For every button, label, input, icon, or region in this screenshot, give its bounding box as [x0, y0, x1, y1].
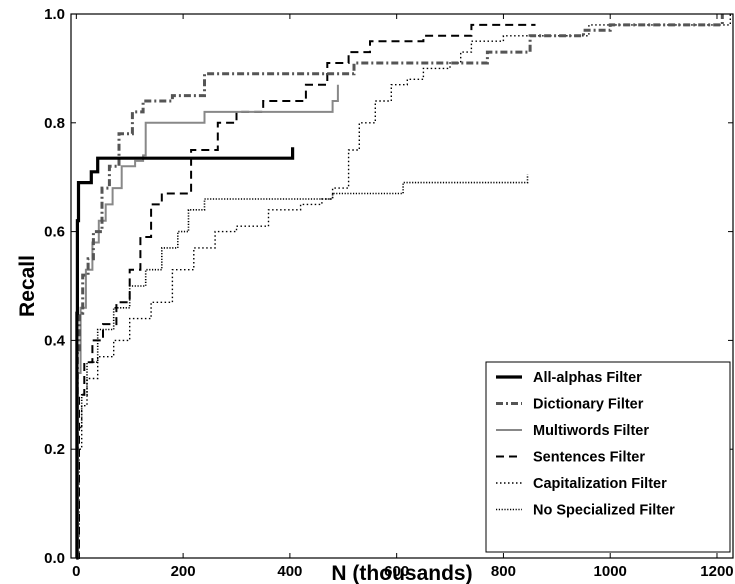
- y-tick-label: 0.4: [44, 332, 66, 349]
- y-tick-label: 0.0: [44, 550, 65, 567]
- legend-label: All-alphas Filter: [533, 370, 642, 386]
- x-tick-label: 1200: [700, 563, 733, 580]
- x-tick-label: 400: [277, 563, 302, 580]
- x-tick-label: 1000: [594, 563, 627, 580]
- legend: All-alphas Filter Dictionary Filter Multiw…: [485, 361, 731, 553]
- y-tick-label: 0.8: [44, 115, 65, 132]
- series-layer: [75, 14, 731, 560]
- series-line-capitalization-filter: [76, 14, 731, 559]
- x-tick-label: 200: [171, 563, 196, 580]
- y-axis-title: Recall: [16, 255, 39, 317]
- legend-label: Capitalization Filter: [533, 476, 667, 492]
- series-line-no-specialized-filter: [76, 174, 529, 559]
- legend-label: No Specialized Filter: [533, 503, 675, 519]
- legend-label: Dictionary Filter: [533, 397, 644, 413]
- x-tick-label: 0: [72, 563, 80, 580]
- y-tick-label: 0.2: [44, 441, 65, 458]
- x-tick-label: 800: [491, 563, 516, 580]
- y-tick-label: 1.0: [44, 6, 65, 23]
- legend-label: Multiwords Filter: [533, 423, 649, 439]
- y-tick-label: 0.6: [44, 224, 65, 241]
- series-line-sentences-filter: [76, 23, 536, 559]
- series-line-all-alphas-filter: [75, 147, 295, 560]
- x-axis-title: N (thousands): [331, 562, 472, 584]
- series-line-multiwords-filter: [76, 84, 339, 559]
- ticks-layer: 0 200 400 600 800 1000 1200 0.0 0.2 0.4 0.6 0.8 1.0: [44, 6, 734, 580]
- legend-label: Sentences Filter: [533, 450, 645, 466]
- x-tick-label: 600: [384, 563, 409, 580]
- legend-box: [485, 361, 731, 553]
- plot-frame: [70, 13, 734, 559]
